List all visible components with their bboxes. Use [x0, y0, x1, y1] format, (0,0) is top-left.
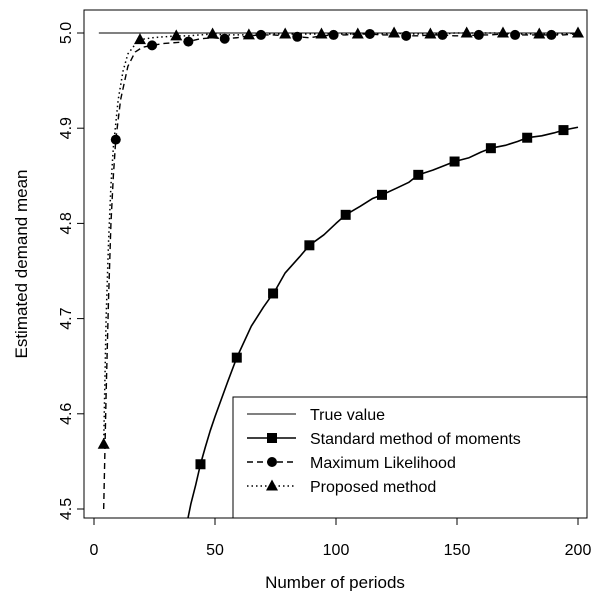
y-tick-label: 5.0: [58, 22, 75, 44]
y-tick-label: 4.6: [58, 403, 75, 425]
y-axis: 4.5 4.6 4.7 4.8 4.9 5.0: [58, 22, 85, 520]
x-tick-label: 150: [444, 542, 471, 559]
series-proposed-method: [97, 26, 584, 449]
legend-label-maximum-likelihood: Maximum Likelihood: [310, 455, 456, 472]
data-point-proposed-method: [388, 26, 401, 38]
data-point-maximum-likelihood: [546, 29, 557, 40]
data-point-maximum-likelihood: [401, 30, 412, 41]
legend-marker-maximum-likelihood: [267, 457, 277, 467]
data-point-standard-method-of-moments: [413, 169, 424, 180]
x-tick-label: 100: [323, 542, 350, 559]
plot-area: [97, 26, 584, 518]
data-point-maximum-likelihood: [183, 36, 194, 47]
data-point-maximum-likelihood: [110, 134, 121, 145]
data-point-proposed-method: [351, 27, 364, 39]
legend-label-proposed-method: Proposed method: [310, 479, 436, 496]
series-line-proposed-method: [102, 32, 579, 445]
x-axis: 0 50 100 150 200: [90, 517, 592, 559]
legend-label-true-value: True value: [310, 407, 385, 424]
legend: True value Standard method of moments Maxi…: [232, 396, 588, 519]
data-point-proposed-method: [133, 33, 146, 45]
data-point-maximum-likelihood: [437, 29, 448, 40]
y-tick-label: 4.9: [58, 117, 75, 139]
data-point-proposed-method: [170, 29, 183, 41]
data-point-proposed-method: [533, 27, 546, 39]
data-point-standard-method-of-moments: [231, 352, 242, 363]
y-tick-label: 4.8: [58, 212, 75, 234]
data-point-standard-method-of-moments: [376, 189, 387, 200]
data-point-proposed-method: [424, 27, 437, 39]
series-line-standard-method-of-moments: [187, 126, 579, 518]
data-point-standard-method-of-moments: [195, 459, 206, 470]
data-point-standard-method-of-moments: [558, 125, 569, 136]
y-tick-label: 4.5: [58, 498, 75, 520]
x-axis-label: Number of periods: [265, 573, 405, 591]
series-line-maximum-likelihood: [102, 33, 579, 510]
data-point-proposed-method: [279, 27, 292, 39]
x-tick-label: 50: [206, 542, 224, 559]
data-point-standard-method-of-moments: [304, 240, 315, 251]
data-point-standard-method-of-moments: [522, 132, 533, 143]
data-point-standard-method-of-moments: [449, 156, 460, 167]
x-tick-label: 0: [90, 542, 99, 559]
data-point-maximum-likelihood: [364, 28, 375, 39]
legend-box: [232, 396, 588, 519]
data-point-proposed-method: [315, 27, 328, 39]
data-point-proposed-method: [242, 28, 255, 40]
legend-marker-proposed-method: [266, 479, 278, 491]
y-tick-label: 4.7: [58, 307, 75, 329]
y-axis-label: Estimated demand mean: [12, 170, 31, 359]
data-point-maximum-likelihood: [219, 33, 230, 44]
data-point-proposed-method: [572, 26, 584, 38]
data-point-proposed-method: [496, 26, 509, 38]
data-point-maximum-likelihood: [292, 31, 303, 42]
data-point-standard-method-of-moments: [485, 143, 496, 154]
data-point-maximum-likelihood: [328, 29, 339, 40]
data-point-proposed-method: [206, 27, 219, 39]
legend-marker-standard-method-of-moments: [267, 433, 277, 443]
data-point-proposed-method: [460, 26, 473, 38]
data-point-standard-method-of-moments: [340, 209, 351, 220]
data-point-standard-method-of-moments: [268, 288, 279, 299]
data-point-proposed-method: [97, 437, 110, 449]
x-tick-label: 200: [565, 542, 592, 559]
legend-label-standard-method-of-moments: Standard method of moments: [310, 431, 521, 448]
data-point-maximum-likelihood: [255, 29, 266, 40]
data-point-maximum-likelihood: [510, 29, 521, 40]
data-point-maximum-likelihood: [473, 29, 484, 40]
series-maximum-likelihood: [102, 28, 579, 510]
series-standard-method-of-moments: [187, 125, 579, 518]
data-point-maximum-likelihood: [147, 40, 158, 51]
